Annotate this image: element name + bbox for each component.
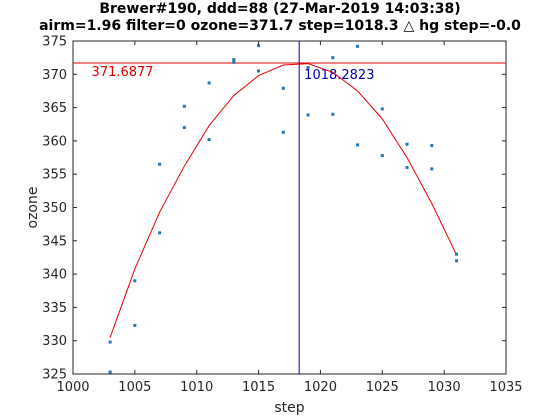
axis-ticks: 1000 1005 1010 1015 1020 1025 1030 1035 325 330 33… — [42, 35, 522, 396]
data-point — [207, 81, 211, 85]
fit-curve-layer — [109, 63, 457, 338]
data-point — [133, 279, 137, 283]
y-tick-label: 350 — [42, 201, 67, 216]
fit-curve — [109, 63, 457, 338]
optimum-step-label: 1018.2823 — [304, 68, 374, 83]
x-tick-label: 1025 — [366, 380, 399, 395]
data-point — [182, 104, 186, 108]
data-point — [182, 126, 186, 130]
data-point — [455, 252, 459, 256]
y-tick-label: 335 — [42, 301, 67, 316]
reference-lines: 371.6877 1018.2823 — [73, 41, 506, 374]
y-tick-label: 360 — [42, 134, 67, 149]
data-point — [380, 154, 384, 158]
y-tick-label: 365 — [42, 101, 67, 116]
y-tick-label: 330 — [42, 334, 67, 349]
data-point — [281, 86, 285, 90]
data-point — [133, 323, 137, 327]
optimum-ozone-label: 371.6877 — [92, 65, 154, 80]
axes-frame — [72, 40, 507, 375]
data-point — [455, 259, 459, 263]
data-point — [356, 44, 360, 48]
data-point — [430, 144, 434, 148]
data-point — [430, 167, 434, 171]
data-point — [331, 56, 335, 60]
y-tick-label: 355 — [42, 168, 67, 183]
data-point — [331, 112, 335, 116]
data-points-layer — [108, 44, 459, 374]
data-point — [207, 138, 211, 142]
x-tick-label: 1035 — [489, 380, 522, 395]
y-axis-label: ozone — [25, 187, 41, 229]
data-point — [257, 44, 261, 48]
chart-title: Brewer#190, ddd=88 (27-Mar-2019 14:03:38… — [99, 1, 461, 17]
data-point — [108, 340, 112, 344]
chart-subtitle: airm=1.96 filter=0 ozone=371.7 step=1018… — [39, 18, 521, 34]
data-point — [158, 231, 162, 235]
x-tick-label: 1030 — [428, 380, 461, 395]
x-axis-label: step — [274, 400, 304, 416]
data-point — [306, 66, 310, 70]
data-point — [232, 58, 236, 62]
data-point — [108, 370, 112, 374]
y-tick-label: 325 — [42, 368, 67, 383]
x-tick-label: 1000 — [56, 380, 89, 395]
y-tick-label: 370 — [42, 68, 67, 83]
y-tick-label: 340 — [42, 268, 67, 283]
data-point — [405, 166, 409, 170]
y-tick-label: 345 — [42, 234, 67, 249]
data-point — [257, 69, 261, 73]
data-point — [281, 130, 285, 134]
data-point — [306, 113, 310, 117]
x-tick-label: 1010 — [180, 380, 213, 395]
y-tick-label: 375 — [42, 35, 67, 50]
data-point — [356, 143, 360, 147]
x-tick-label: 1005 — [118, 380, 151, 395]
x-tick-label: 1020 — [304, 380, 337, 395]
x-tick-label: 1015 — [242, 380, 275, 395]
data-point — [405, 142, 409, 146]
data-point — [380, 107, 384, 111]
data-point — [158, 162, 162, 166]
data-point — [232, 60, 236, 64]
